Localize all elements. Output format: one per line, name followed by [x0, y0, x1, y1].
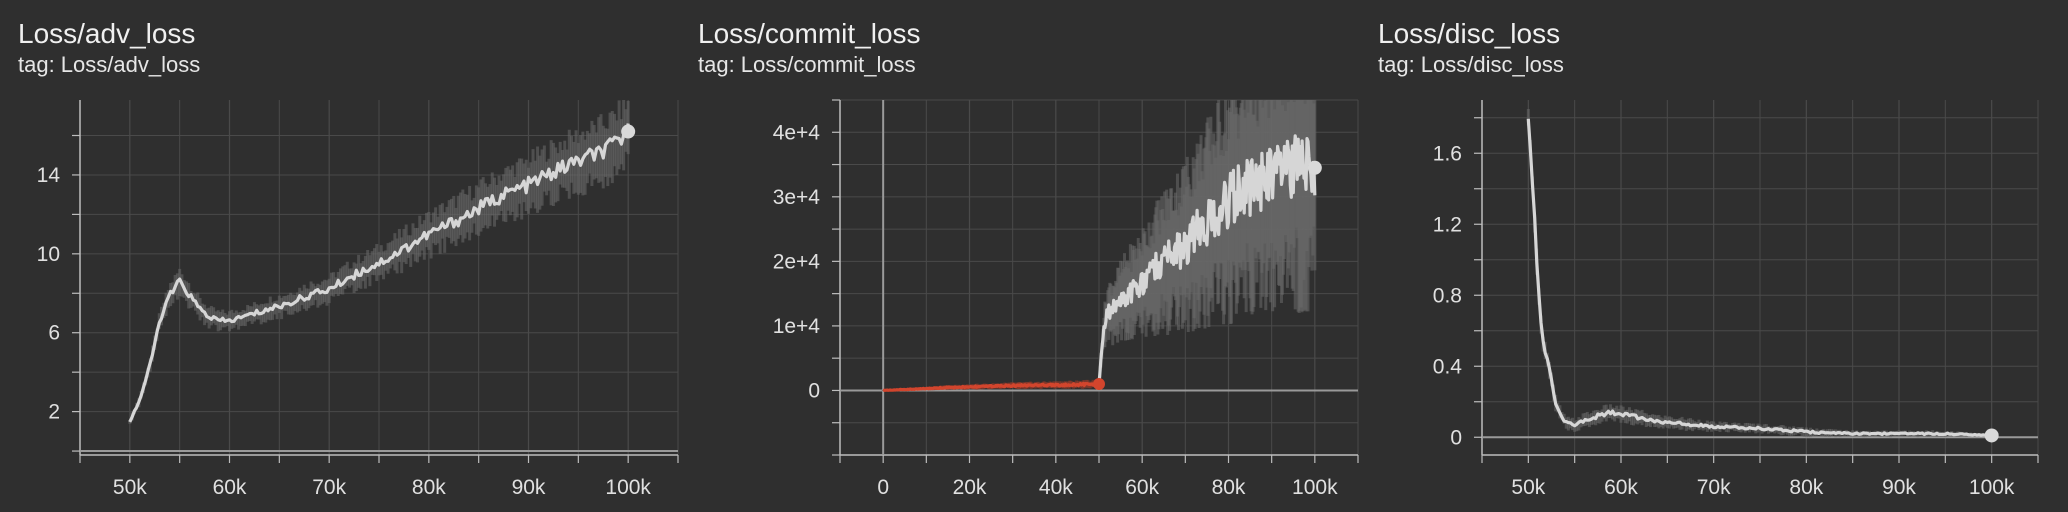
- x-tick-label: 80k: [412, 476, 446, 499]
- series-line[interactable]: [1526, 118, 1992, 438]
- y-tick-label: 6: [48, 322, 60, 345]
- series-endpoint-marker[interactable]: [1307, 160, 1322, 175]
- x-tick-label: 40k: [1039, 476, 1073, 499]
- x-tick-label: 100k: [1292, 476, 1338, 499]
- panel-tag: tag: Loss/adv_loss: [18, 52, 201, 77]
- x-tick-label: 90k: [512, 476, 546, 499]
- y-tick-label: 4e+4: [773, 121, 821, 144]
- x-tick-label: 90k: [1882, 476, 1916, 499]
- series-group: [1526, 109, 1994, 438]
- x-tick-label: 100k: [1969, 476, 2015, 499]
- series-endpoint-marker[interactable]: [621, 124, 636, 139]
- y-tick-label: 3e+4: [773, 186, 821, 209]
- y-tick-label: 14: [37, 164, 61, 187]
- x-tick-label: 50k: [1511, 476, 1545, 499]
- series-line[interactable]: [882, 381, 1101, 392]
- x-tick-label: 70k: [312, 476, 346, 499]
- y-tick-label: 0: [808, 379, 820, 402]
- panel-title: Loss/adv_loss: [18, 18, 196, 49]
- grid: [1481, 100, 2039, 455]
- y-tick-label: 0.4: [1433, 355, 1463, 378]
- panel-tag: tag: Loss/disc_loss: [1378, 52, 1564, 77]
- y-tick-label: 1e+4: [773, 315, 821, 338]
- x-tick-label: 60k: [1125, 476, 1159, 499]
- x-tick-label: 0: [877, 476, 889, 499]
- series-endpoint-marker[interactable]: [1984, 428, 1999, 443]
- panel-tag: tag: Loss/commit_loss: [698, 52, 916, 77]
- y-tick-label: 1.6: [1433, 142, 1462, 165]
- panel-commit-loss: Loss/commit_loss tag: Loss/commit_loss 0…: [698, 0, 1378, 512]
- commit-loss-chart[interactable]: 0 20k 40k 60k 80k 100k 0 1e+4 2e+4 3e+4 4e+4: [698, 0, 1378, 512]
- series-group: [128, 100, 630, 424]
- series-line[interactable]: [1097, 134, 1317, 385]
- x-tick-label: 50k: [113, 476, 147, 499]
- panel-title: Loss/commit_loss: [698, 18, 921, 49]
- panel-adv-loss: Loss/adv_loss tag: Loss/adv_loss 50k 60k 7…: [18, 0, 698, 512]
- x-tick-label: 70k: [1697, 476, 1731, 499]
- x-tick-label: 100k: [605, 476, 651, 499]
- x-tick-label: 80k: [1212, 476, 1246, 499]
- panel-disc-loss: Loss/disc_loss tag: Loss/disc_loss 50k 60…: [1378, 0, 2058, 512]
- panel-title: Loss/disc_loss: [1378, 18, 1561, 49]
- y-tick-label: 10: [37, 243, 60, 266]
- x-tick-label: 20k: [953, 476, 987, 499]
- series-group: [881, 100, 1317, 392]
- y-tick-label: 0.8: [1433, 284, 1462, 307]
- series-line[interactable]: [128, 123, 630, 423]
- x-tick-label: 60k: [1604, 476, 1638, 499]
- y-tick-label: 2e+4: [773, 250, 821, 273]
- y-tick-label: 1.2: [1433, 213, 1462, 236]
- series-endpoint-marker[interactable]: [1093, 378, 1105, 390]
- x-tick-label: 60k: [213, 476, 247, 499]
- y-tick-label: 0: [1450, 426, 1462, 449]
- disc-loss-chart[interactable]: 50k 60k 70k 80k 90k 100k 0 0.4 0.8 1.2 1.6: [1378, 0, 2058, 512]
- x-tick-label: 80k: [1789, 476, 1823, 499]
- y-tick-label: 2: [48, 401, 60, 424]
- adv-loss-chart[interactable]: 50k 60k 70k 80k 90k 100k 2 6 10 14: [18, 0, 698, 512]
